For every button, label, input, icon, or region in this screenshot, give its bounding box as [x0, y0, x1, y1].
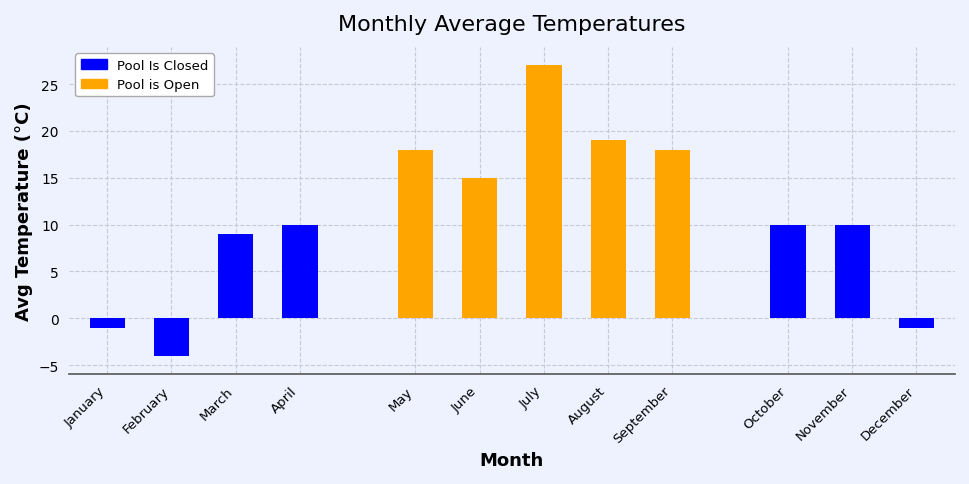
Bar: [526, 66, 561, 318]
Bar: [769, 225, 805, 318]
Bar: [218, 234, 253, 318]
Legend: Pool Is Closed, Pool is Open: Pool Is Closed, Pool is Open: [76, 54, 214, 97]
Y-axis label: Avg Temperature (°C): Avg Temperature (°C): [15, 102, 33, 320]
Bar: [833, 225, 869, 318]
Title: Monthly Average Temperatures: Monthly Average Temperatures: [338, 15, 685, 35]
Bar: [898, 318, 933, 328]
Bar: [461, 179, 497, 318]
Bar: [590, 141, 625, 318]
Bar: [154, 318, 189, 356]
Bar: [397, 151, 433, 318]
Bar: [89, 318, 125, 328]
X-axis label: Month: Month: [480, 451, 544, 469]
Bar: [654, 151, 689, 318]
Bar: [282, 225, 317, 318]
